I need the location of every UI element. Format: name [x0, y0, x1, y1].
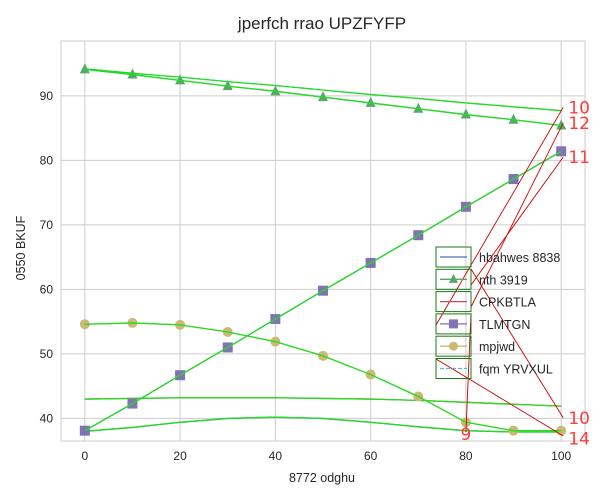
- y-tick-label: 50: [40, 347, 54, 361]
- legend-entry: nth 3919: [435, 268, 528, 290]
- y-tick-label: 90: [40, 89, 54, 103]
- annotation-label: 10: [568, 98, 590, 118]
- legend-handle-box: [435, 246, 472, 268]
- series-1: [79, 63, 567, 130]
- connector-line: [470, 122, 564, 308]
- data-point: [508, 113, 519, 124]
- legend-label: mpjwd: [479, 340, 515, 354]
- data-point: [79, 63, 90, 74]
- x-axis-ticks: 0 20 40 60 80 100: [81, 449, 571, 463]
- annotation-connectors: [435, 107, 564, 437]
- legend-label: CPKBTLA: [479, 296, 537, 310]
- annotation-label: 11: [568, 148, 590, 168]
- y-tick-label: 70: [40, 218, 54, 232]
- legend: hbahwes 8838 nth 3919 CPKBTLA TLMTGN mpjwd fq…: [435, 246, 560, 379]
- data-point: [365, 96, 376, 107]
- legend-marker: [449, 319, 458, 329]
- plot-series: [79, 63, 567, 436]
- legend-entry: mpjwd: [435, 335, 515, 357]
- x-tick-label: 40: [269, 449, 283, 463]
- legend-label: hbahwes 8838: [479, 251, 560, 265]
- fit-line: [84, 322, 562, 432]
- legend-label: nth 3919: [479, 273, 528, 287]
- fit-line: [84, 68, 562, 112]
- data-point: [270, 85, 281, 96]
- data-point: [413, 102, 424, 113]
- data-point: [556, 119, 567, 130]
- legend-marker: [449, 341, 458, 351]
- plot-frame: [60, 40, 586, 442]
- legend-handle-box: [435, 313, 472, 335]
- legend-entry: TLMTGN: [435, 313, 530, 335]
- connector-line: [470, 268, 564, 419]
- y-axis-ticks: 40 50 60 70 80 90: [40, 89, 54, 426]
- fit-line: [84, 68, 562, 127]
- connector-line: [465, 312, 472, 432]
- chart-title: jperfch rrao UPZFYFP: [237, 14, 406, 33]
- legend-handle-box: [435, 335, 472, 357]
- x-tick-label: 80: [459, 449, 473, 463]
- series-5: [84, 68, 562, 112]
- data-point: [222, 80, 233, 91]
- legend-handle-box: [435, 358, 472, 379]
- y-tick-label: 60: [40, 282, 54, 296]
- x-tick-label: 0: [81, 449, 88, 463]
- data-point: [175, 74, 186, 85]
- series-4: [79, 317, 567, 436]
- y-tick-label: 80: [40, 153, 54, 167]
- x-tick-label: 20: [173, 449, 187, 463]
- series-3: [79, 146, 567, 436]
- series-2: [84, 397, 562, 407]
- fit-line: [84, 416, 562, 433]
- y-tick-label: 40: [40, 411, 54, 425]
- connector-line: [435, 107, 564, 326]
- x-axis-label: 8772 odghu: [289, 471, 355, 485]
- connector-line: [470, 156, 564, 286]
- annotation-label: 14: [568, 429, 590, 449]
- y-axis-label: 0550 BKUF: [14, 215, 28, 280]
- legend-marker: [449, 273, 458, 283]
- grid: [60, 40, 586, 442]
- series-0: [84, 416, 562, 433]
- data-point: [318, 91, 328, 102]
- data-point: [460, 108, 471, 119]
- annotation-label: 10: [568, 409, 590, 429]
- legend-label: TLMTGN: [479, 318, 530, 332]
- legend-label: fqm YRVXUL: [479, 363, 553, 377]
- legend-handle-box: [435, 268, 472, 290]
- x-tick-label: 100: [551, 449, 571, 463]
- fit-line: [84, 150, 562, 432]
- legend-entry: hbahwes 8838: [435, 246, 560, 268]
- legend-handle-box: [435, 291, 472, 313]
- x-tick-label: 60: [364, 449, 378, 463]
- annotation-label: 9: [460, 425, 471, 445]
- connector-line: [435, 358, 564, 437]
- fit-line: [84, 397, 562, 407]
- annotation-label: 12: [568, 114, 590, 134]
- legend-entry: CPKBTLA: [435, 291, 537, 313]
- legend-entry: fqm YRVXUL: [435, 358, 553, 379]
